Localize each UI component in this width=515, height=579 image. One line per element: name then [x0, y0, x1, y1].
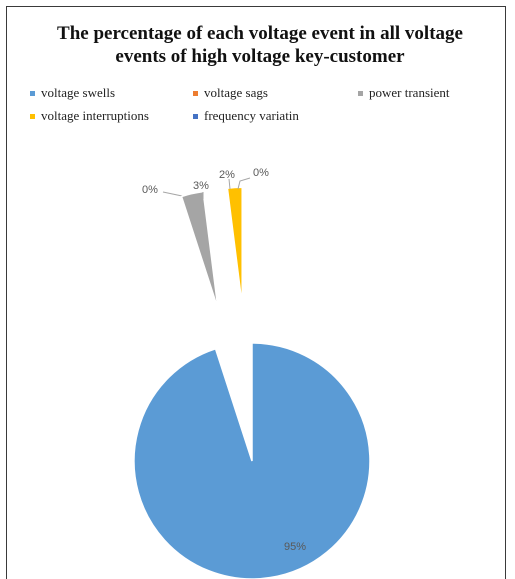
legend-item-voltage-sags: voltage sags	[193, 85, 268, 101]
data-label-frequency-variatin: 0%	[253, 167, 269, 179]
legend-label-frequency-variatin: frequency variatin	[204, 108, 299, 123]
legend-item-voltage-swells: voltage swells	[30, 85, 115, 101]
legend-label-power-transient: power transient	[369, 85, 450, 100]
legend-swatch-voltage-sags	[193, 90, 198, 96]
chart-title-line-2: events of high voltage key-customer	[115, 46, 405, 67]
data-label-voltage-swells: 95%	[284, 541, 306, 553]
pie-slice-voltage-swells	[133, 342, 371, 579]
data-label-voltage-sags: 0%	[142, 184, 158, 196]
pie-slice-voltage-interruptions	[226, 186, 243, 306]
legend-swatch-frequency-variatin	[193, 113, 198, 119]
chart-title-line-1: The percentage of each voltage event in …	[57, 23, 463, 44]
legend-label-voltage-interruptions: voltage interruptions	[41, 108, 149, 123]
pie-slice-power-transient	[180, 190, 219, 309]
legend-swatch-voltage-swells	[30, 90, 35, 96]
legend-item-voltage-interruptions: voltage interruptions	[30, 108, 149, 124]
legend-label-voltage-sags: voltage sags	[204, 85, 268, 100]
legend-item-power-transient: power transient	[358, 85, 450, 101]
chart-title: The percentage of each voltage event in …	[20, 22, 500, 68]
leader-line-voltage-interruptions	[228, 178, 231, 190]
legend-swatch-voltage-interruptions	[30, 113, 35, 119]
data-label-power-transient: 3%	[193, 180, 209, 192]
leader-line-frequency-variatin	[237, 177, 251, 190]
data-label-voltage-interruptions: 2%	[219, 169, 235, 181]
legend-label-voltage-swells: voltage swells	[41, 85, 116, 100]
legend-swatch-power-transient	[358, 90, 363, 96]
legend-item-frequency-variatin: frequency variatin	[193, 108, 299, 124]
